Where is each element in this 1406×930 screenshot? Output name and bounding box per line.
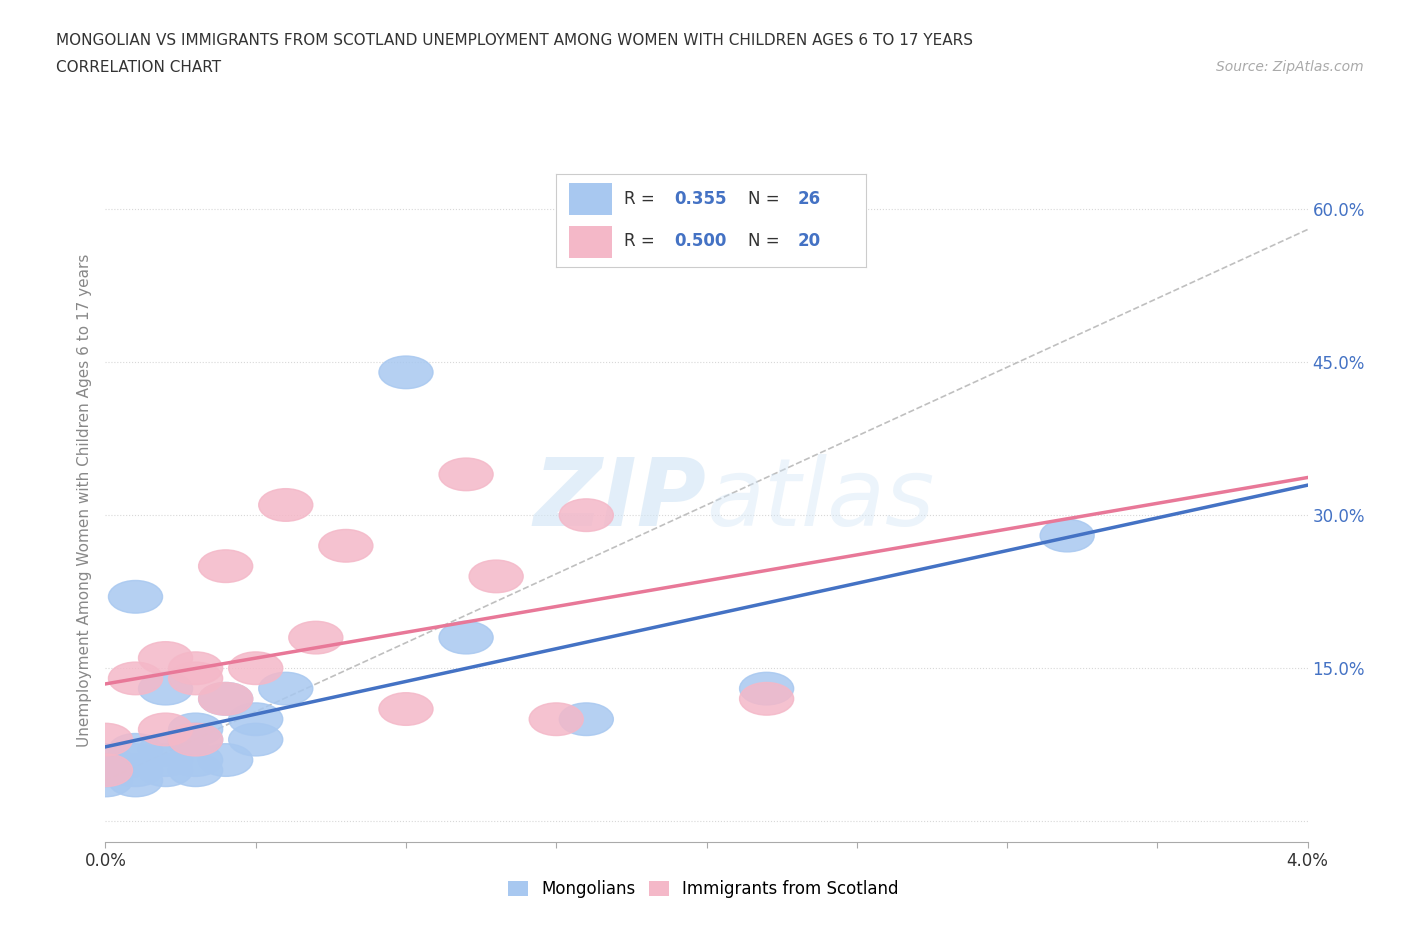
- Ellipse shape: [470, 560, 523, 592]
- Ellipse shape: [79, 764, 132, 797]
- Text: R =: R =: [624, 190, 661, 208]
- Text: ZIP: ZIP: [534, 454, 707, 546]
- Ellipse shape: [259, 488, 312, 522]
- Text: CORRELATION CHART: CORRELATION CHART: [56, 60, 221, 75]
- Ellipse shape: [169, 652, 222, 684]
- Ellipse shape: [198, 744, 253, 777]
- Ellipse shape: [169, 724, 222, 756]
- Text: Source: ZipAtlas.com: Source: ZipAtlas.com: [1216, 60, 1364, 74]
- Ellipse shape: [108, 580, 163, 613]
- Ellipse shape: [259, 672, 312, 705]
- Legend: Mongolians, Immigrants from Scotland: Mongolians, Immigrants from Scotland: [501, 873, 905, 905]
- Ellipse shape: [108, 662, 163, 695]
- Ellipse shape: [560, 703, 613, 736]
- Ellipse shape: [1040, 519, 1094, 551]
- Text: N =: N =: [748, 190, 785, 208]
- Ellipse shape: [288, 621, 343, 654]
- Text: N =: N =: [748, 232, 785, 250]
- Ellipse shape: [169, 662, 222, 695]
- Ellipse shape: [229, 724, 283, 756]
- Text: 20: 20: [797, 232, 821, 250]
- Y-axis label: Unemployment Among Women with Children Ages 6 to 17 years: Unemployment Among Women with Children A…: [77, 253, 93, 747]
- Ellipse shape: [198, 683, 253, 715]
- Ellipse shape: [740, 683, 793, 715]
- Ellipse shape: [560, 498, 613, 532]
- Ellipse shape: [169, 744, 222, 777]
- Ellipse shape: [740, 672, 793, 705]
- Ellipse shape: [169, 713, 222, 746]
- Text: atlas: atlas: [707, 455, 935, 545]
- Text: R =: R =: [624, 232, 661, 250]
- Ellipse shape: [380, 693, 433, 725]
- Ellipse shape: [380, 356, 433, 389]
- Ellipse shape: [108, 764, 163, 797]
- Ellipse shape: [79, 754, 132, 787]
- Bar: [568, 226, 612, 259]
- Text: 0.355: 0.355: [673, 190, 727, 208]
- Ellipse shape: [108, 734, 163, 766]
- Ellipse shape: [169, 754, 222, 787]
- Ellipse shape: [169, 724, 222, 756]
- Text: 0.500: 0.500: [673, 232, 725, 250]
- Ellipse shape: [198, 683, 253, 715]
- Ellipse shape: [139, 713, 193, 746]
- Ellipse shape: [79, 744, 132, 777]
- Bar: [568, 183, 612, 216]
- Ellipse shape: [229, 652, 283, 684]
- Ellipse shape: [529, 703, 583, 736]
- Ellipse shape: [319, 529, 373, 562]
- Ellipse shape: [139, 744, 193, 777]
- Ellipse shape: [79, 724, 132, 756]
- Ellipse shape: [139, 754, 193, 787]
- Ellipse shape: [139, 672, 193, 705]
- Ellipse shape: [108, 754, 163, 787]
- Ellipse shape: [198, 550, 253, 582]
- Ellipse shape: [229, 703, 283, 736]
- Ellipse shape: [139, 734, 193, 766]
- Ellipse shape: [439, 458, 494, 491]
- Ellipse shape: [139, 642, 193, 674]
- Ellipse shape: [439, 621, 494, 654]
- Text: 26: 26: [797, 190, 821, 208]
- Ellipse shape: [108, 744, 163, 777]
- Text: MONGOLIAN VS IMMIGRANTS FROM SCOTLAND UNEMPLOYMENT AMONG WOMEN WITH CHILDREN AGE: MONGOLIAN VS IMMIGRANTS FROM SCOTLAND UN…: [56, 33, 973, 47]
- Ellipse shape: [79, 754, 132, 787]
